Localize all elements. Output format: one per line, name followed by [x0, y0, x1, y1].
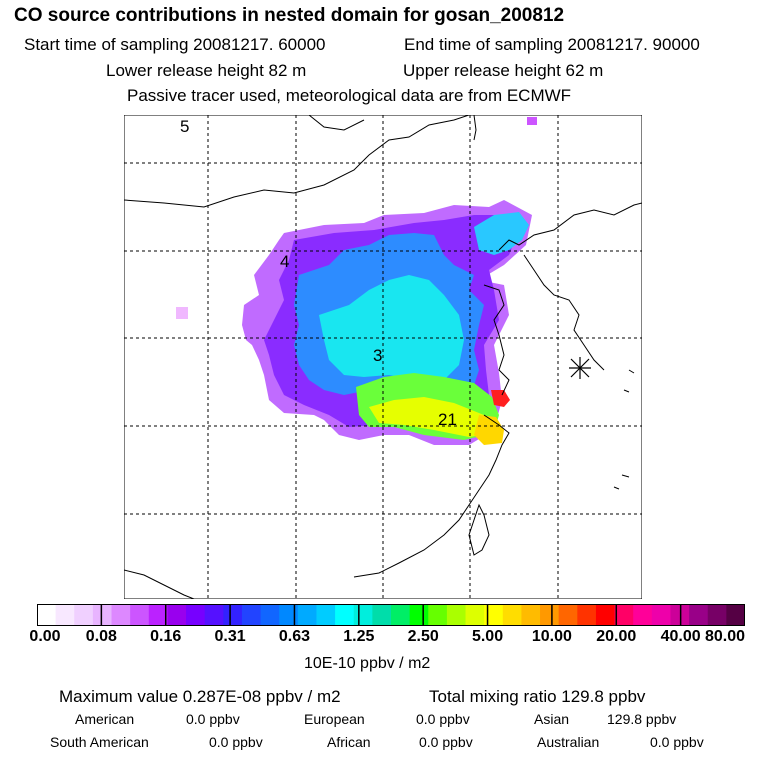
color-scale-swatch	[167, 604, 187, 626]
american-label: American	[75, 711, 135, 727]
color-scale-swatch	[409, 604, 429, 626]
asian-value: 129.8 ppbv	[607, 711, 677, 727]
color-scale-dividers	[100, 604, 682, 626]
maximum-value-text: Maximum value 0.287E-08 ppbv / m2	[59, 687, 341, 706]
color-scale-swatch	[260, 604, 280, 626]
receptor-marker-icon	[569, 357, 591, 379]
color-scale-swatch	[130, 604, 150, 626]
color-scale-swatch	[316, 604, 336, 626]
color-scale-unit: 10E-10 ppbv / m2	[304, 655, 431, 672]
color-scale-swatch	[74, 604, 94, 626]
color-scale-swatch	[391, 604, 411, 626]
color-scale-tick-label: 2.50	[407, 628, 439, 645]
plume-cyan	[319, 275, 464, 380]
asian-label: Asian	[534, 711, 570, 727]
african-label: African	[327, 734, 371, 750]
color-scale-swatch	[484, 604, 504, 626]
color-scale-tick-label: 40.00	[660, 628, 701, 645]
color-scale-tick-label: 0.63	[278, 628, 311, 645]
map-label-4: 4	[280, 252, 289, 271]
map-label-3: 3	[373, 346, 382, 365]
color-scale-tick-label: 0.31	[214, 628, 246, 645]
color-scale-swatch	[335, 604, 355, 626]
color-scale-swatch	[297, 604, 318, 626]
map-panel: 5 4 3 21	[124, 115, 642, 599]
color-scale-swatch	[223, 604, 243, 626]
color-scale-swatch	[651, 604, 672, 626]
color-scale-swatch	[279, 604, 299, 626]
end-time-label: End time of sampling 20081217. 90000	[404, 35, 700, 54]
lat-lon-grid	[124, 115, 642, 599]
color-scale-tick-label: 0.16	[150, 628, 182, 645]
plume-yellow	[369, 397, 496, 437]
color-scale-frame	[37, 604, 745, 626]
color-scale-tick-label: 80.00	[704, 628, 746, 645]
plume-fleck	[176, 307, 188, 319]
color-scale-swatch	[540, 604, 560, 626]
color-scale-swatch	[204, 604, 224, 626]
plume-fleck	[527, 117, 537, 125]
south-american-label: South American	[50, 734, 149, 750]
color-scale-swatch	[148, 604, 169, 626]
map-label-21: 21	[438, 410, 457, 429]
color-scale-swatch	[577, 604, 597, 626]
color-scale-swatch	[241, 604, 262, 626]
plume-north-blue	[474, 212, 529, 255]
color-scale-swatch	[614, 604, 634, 626]
coastlines	[124, 115, 642, 599]
color-scale-swatch	[726, 604, 745, 626]
color-scale-tick-label: 1.25	[343, 628, 375, 645]
african-value: 0.0 ppbv	[419, 734, 473, 750]
color-scale-swatch	[372, 604, 392, 626]
color-scale-swatch	[37, 604, 57, 626]
color-scale-swatch	[446, 604, 467, 626]
color-scale-swatch	[92, 604, 113, 626]
color-scale-tick-label: 0.00	[29, 628, 61, 645]
color-scale-tick-label: 0.08	[85, 628, 117, 645]
map-title: CO source contributions in nested domain…	[14, 5, 565, 26]
color-scale-swatch	[111, 604, 131, 626]
color-scale-swatch	[707, 604, 727, 626]
color-scale-tick-label: 10.00	[531, 628, 572, 645]
plume-orange	[474, 415, 504, 445]
australian-label: Australian	[537, 734, 600, 750]
color-scale-swatch	[428, 604, 448, 626]
color-scale-bar	[37, 604, 745, 626]
concentration-field	[176, 117, 537, 445]
color-scale-swatch	[521, 604, 541, 626]
color-scale-swatch	[558, 604, 578, 626]
color-scale-swatch	[502, 604, 523, 626]
tracer-note: Passive tracer used, meteorological data…	[127, 86, 572, 105]
lower-release-height-label: Lower release height 82 m	[106, 61, 307, 80]
european-label: European	[304, 711, 365, 727]
color-scale-tick-label: 20.00	[596, 628, 637, 645]
australian-value: 0.0 ppbv	[650, 734, 704, 750]
map-label-5: 5	[180, 117, 189, 136]
european-value: 0.0 ppbv	[416, 711, 470, 727]
color-scale-swatch	[186, 604, 206, 626]
start-time-label: Start time of sampling 20081217. 60000	[24, 35, 326, 54]
color-scale-swatch	[689, 604, 709, 626]
color-scale-swatches	[37, 604, 745, 626]
south-american-value: 0.0 ppbv	[209, 734, 263, 750]
upper-release-height-label: Upper release height 62 m	[403, 61, 604, 80]
american-value: 0.0 ppbv	[186, 711, 240, 727]
plume-red	[491, 390, 510, 407]
color-scale-swatch	[465, 604, 485, 626]
color-scale-swatch	[353, 604, 373, 626]
total-mixing-ratio-text: Total mixing ratio 129.8 ppbv	[429, 687, 646, 706]
color-scale-tick-label: 5.00	[471, 628, 504, 645]
color-scale-swatch	[55, 604, 75, 626]
color-scale-swatch	[633, 604, 653, 626]
color-scale-swatch	[595, 604, 616, 626]
